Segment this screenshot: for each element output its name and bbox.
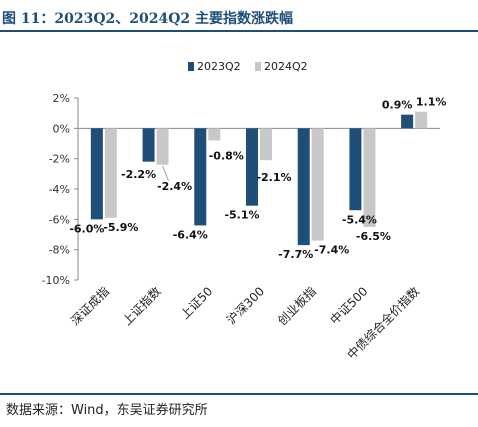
source-note: 数据来源：Wind，东吴证券研究所 (6, 403, 208, 418)
bar-2023Q2 (349, 128, 362, 211)
bar-2023Q2 (142, 128, 155, 162)
bar-2023Q2 (401, 114, 414, 129)
data-label: -6.4% (173, 228, 208, 241)
data-label: -0.8% (209, 150, 244, 163)
bar-2024Q2 (311, 128, 324, 241)
bar-2023Q2 (297, 128, 310, 246)
data-label: -6.5% (356, 230, 391, 243)
bar-2023Q2 (194, 128, 207, 226)
y-tick-label: -2% (49, 153, 70, 166)
legend-label: 2023Q2 (197, 60, 241, 73)
bar-2024Q2 (260, 128, 272, 161)
data-label: -7.4% (314, 244, 349, 257)
data-label: 0.9% (382, 99, 413, 112)
bar-2023Q2 (90, 128, 103, 220)
figure-title: 图 11：2023Q2、2024Q2 主要指数涨跌幅 (2, 11, 294, 27)
data-label: -5.9% (103, 221, 138, 234)
y-tick-label: -10% (42, 274, 70, 287)
legend-label: 2024Q2 (264, 60, 308, 73)
y-tick-label: 2% (53, 92, 70, 105)
x-category-label: 上证指数 (119, 284, 164, 329)
y-tick-label: -4% (49, 183, 70, 196)
bar-2024Q2 (156, 128, 169, 165)
bar-2023Q2 (246, 128, 258, 206)
y-tick-label: -6% (49, 213, 70, 226)
legend-swatch-2024Q2 (255, 62, 261, 71)
bar-2024Q2 (363, 128, 376, 227)
bar-2024Q2 (415, 111, 428, 129)
data-label: -2.2% (121, 168, 156, 181)
data-label: -2.1% (256, 171, 291, 184)
x-category-label: 上证50 (178, 284, 216, 322)
bar-2024Q2 (104, 128, 117, 218)
data-label: -5.1% (224, 209, 259, 222)
y-tick-label: -8% (49, 244, 70, 257)
x-category-label: 创业板指 (274, 284, 319, 329)
data-label: -2.4% (157, 180, 192, 193)
bar-chart: 2% 0% -2% -4% -6% -8% -10% -6.0%-5.9% -2.2%-2.4%… (42, 60, 447, 362)
title-rule (0, 30, 478, 32)
data-label: -7.7% (278, 248, 313, 261)
x-category-label: 中证500 (327, 284, 371, 328)
x-category-label: 沪深300 (224, 284, 267, 327)
data-label: -5.4% (342, 213, 377, 226)
x-category-label: 深证成指 (67, 284, 112, 329)
footer-rule (0, 393, 478, 395)
bar-2024Q2 (208, 128, 221, 141)
label-leader (162, 165, 169, 182)
y-tick-label: 0% (53, 122, 70, 135)
data-label: -6.0% (69, 222, 104, 235)
data-label: 1.1% (416, 96, 447, 109)
legend-swatch-2023Q2 (188, 62, 194, 71)
